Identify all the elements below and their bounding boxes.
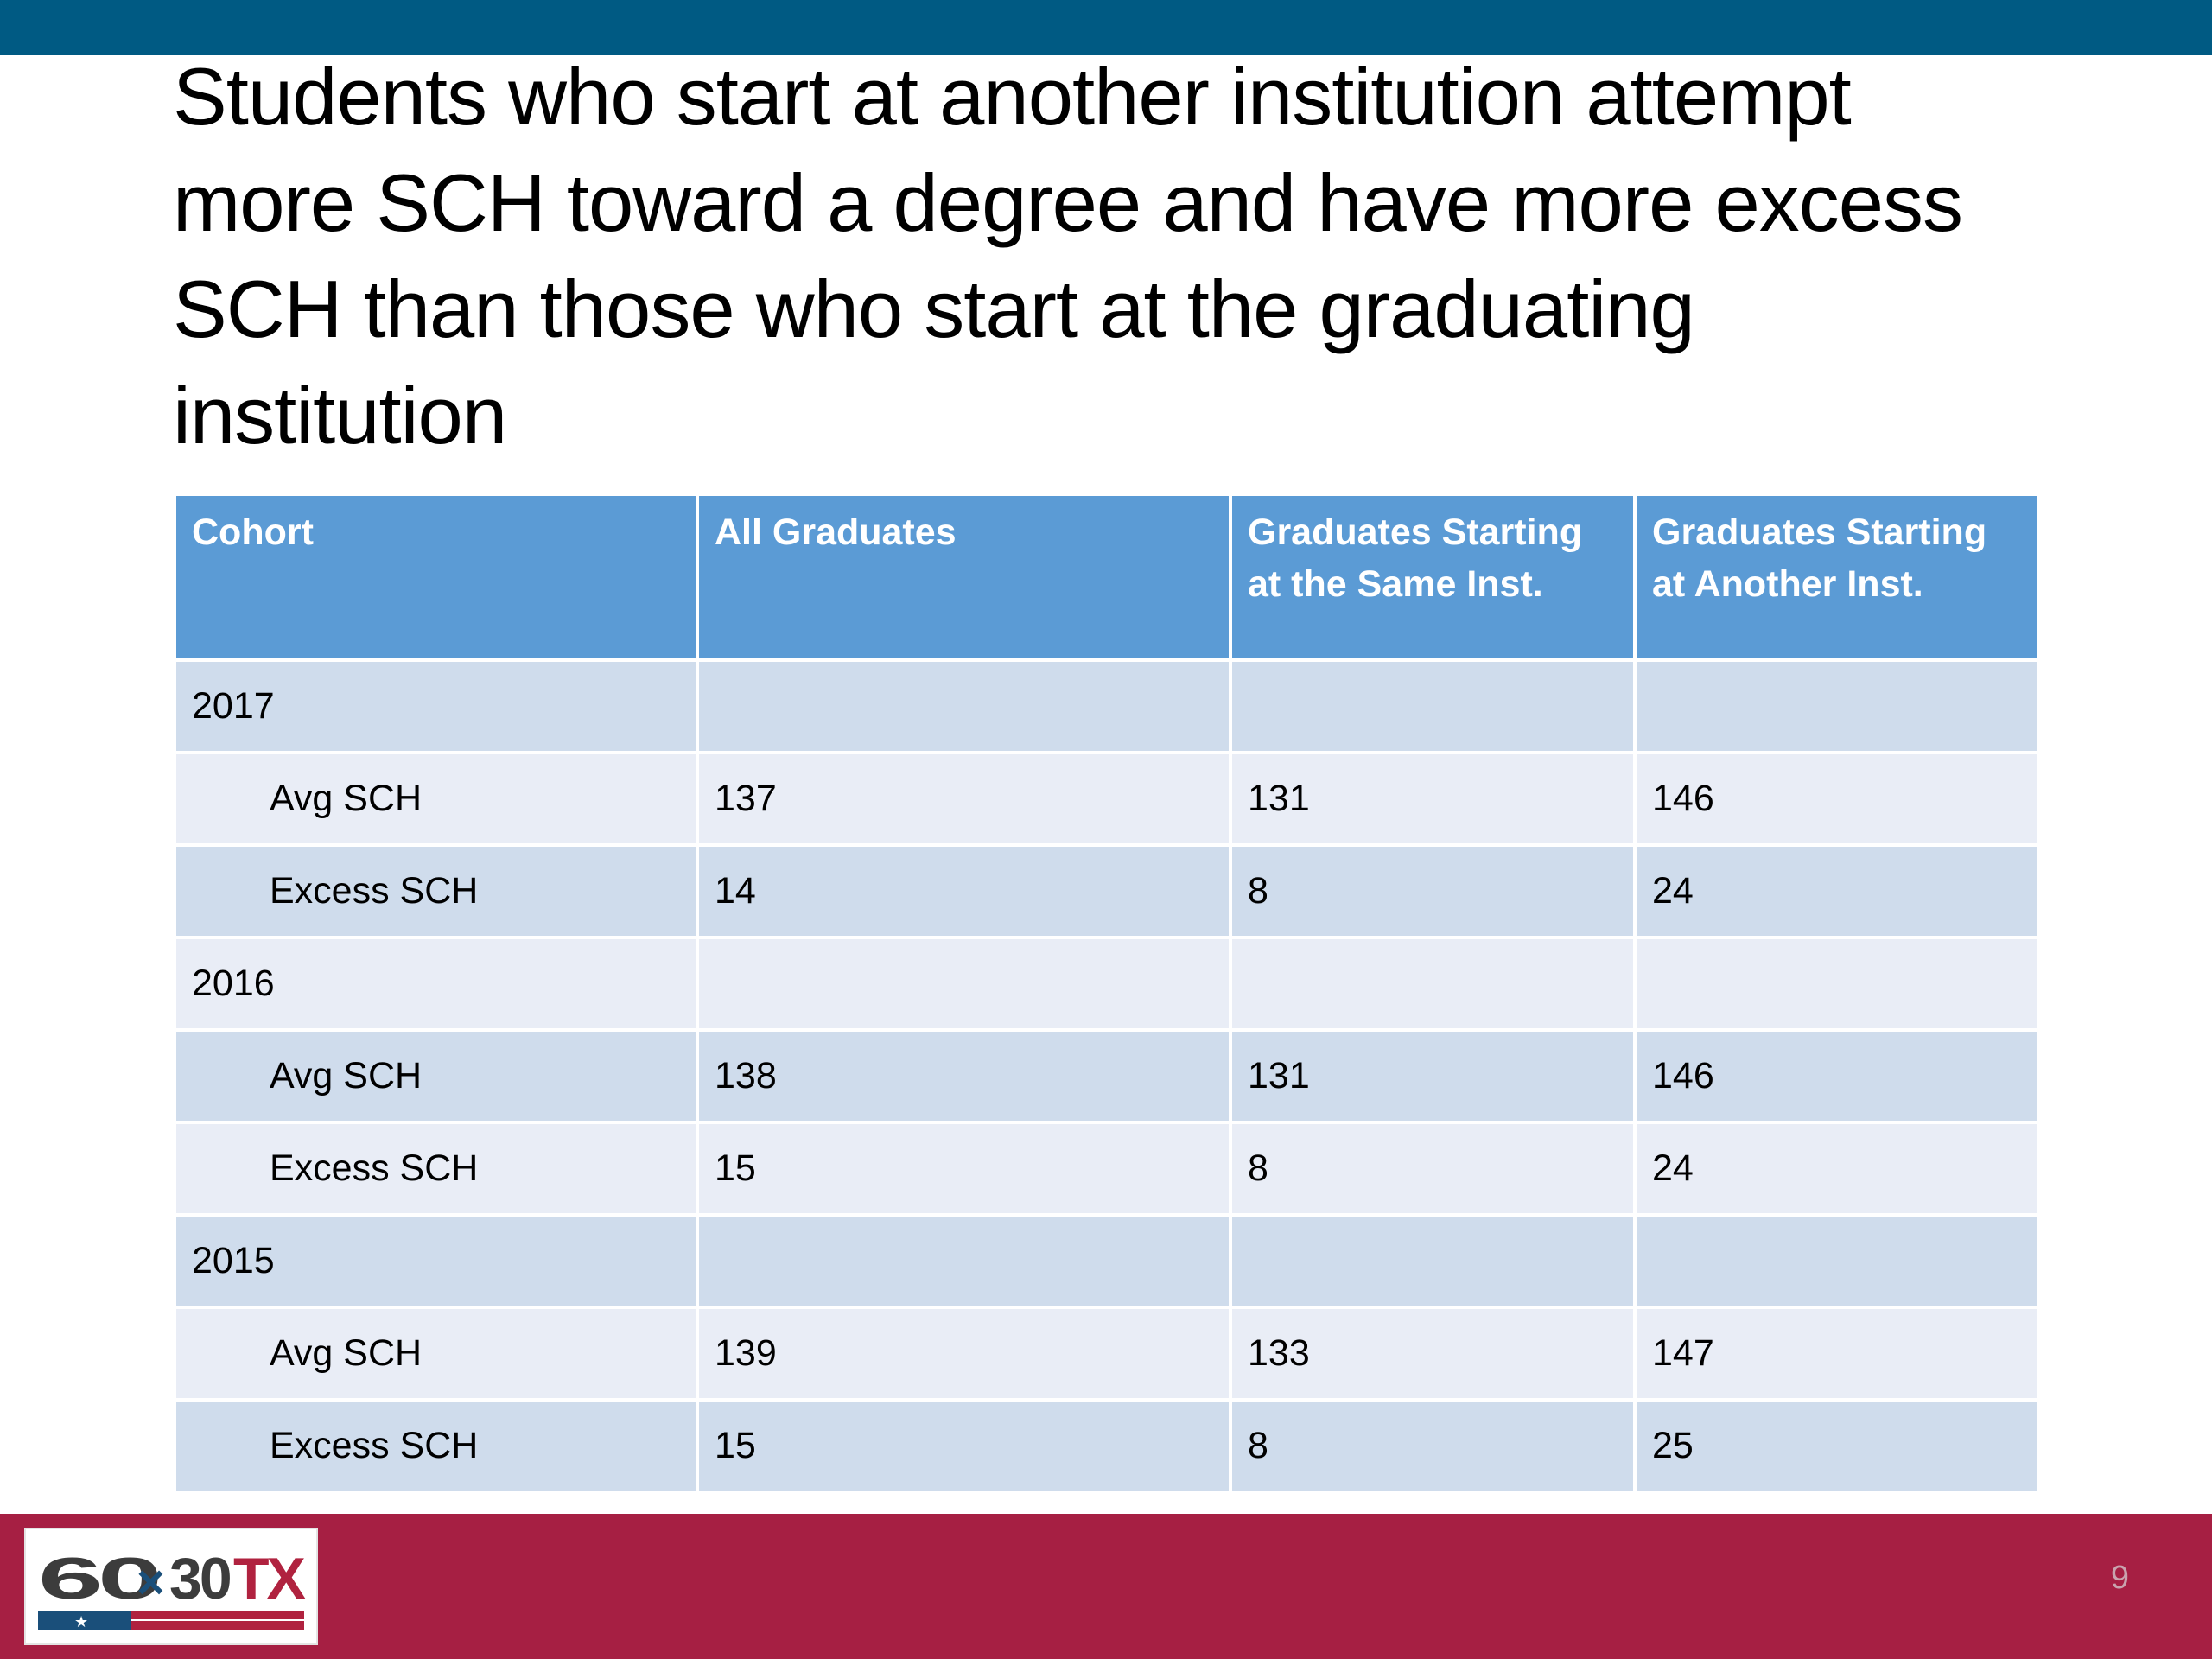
footer-bar bbox=[0, 1514, 2212, 1659]
value-cell bbox=[1633, 936, 2041, 1032]
page-number: 9 bbox=[2110, 1560, 2129, 1596]
header-cohort: Cohort bbox=[173, 493, 699, 662]
60x30tx-logo: 60 × 30 TX ★ bbox=[24, 1528, 318, 1645]
svg-text:TX: TX bbox=[233, 1546, 306, 1611]
svg-text:60: 60 bbox=[38, 1546, 159, 1611]
metric-cell: Excess SCH bbox=[173, 843, 699, 939]
metric-cell: Excess SCH bbox=[173, 1398, 699, 1494]
table-row: Excess SCH 15 8 24 bbox=[173, 1121, 2041, 1217]
value-cell: 14 bbox=[696, 843, 1232, 939]
slide-title: Students who start at another institutio… bbox=[173, 51, 1963, 461]
table-row: 2016 bbox=[173, 936, 2041, 1032]
value-cell: 131 bbox=[1229, 751, 1637, 847]
data-table: Cohort All Graduates Graduates Starting … bbox=[173, 493, 2041, 1494]
svg-text:30: 30 bbox=[169, 1546, 231, 1611]
value-cell: 8 bbox=[1229, 1398, 1637, 1494]
svg-text:×: × bbox=[137, 1554, 165, 1609]
value-cell: 15 bbox=[696, 1398, 1232, 1494]
value-cell: 147 bbox=[1633, 1306, 2041, 1402]
table-row: Avg SCH 139 133 147 bbox=[173, 1306, 2041, 1402]
table-row: 2015 bbox=[173, 1213, 2041, 1309]
value-cell: 138 bbox=[696, 1028, 1232, 1124]
value-cell: 133 bbox=[1229, 1306, 1637, 1402]
cohort-cell: 2017 bbox=[173, 658, 699, 754]
value-cell: 15 bbox=[696, 1121, 1232, 1217]
metric-cell: Avg SCH bbox=[173, 1306, 699, 1402]
header-same-inst: Graduates Starting at the Same Inst. bbox=[1229, 493, 1637, 662]
value-cell: 24 bbox=[1633, 843, 2041, 939]
metric-cell: Excess SCH bbox=[173, 1121, 699, 1217]
value-cell: 24 bbox=[1633, 1121, 2041, 1217]
cohort-cell: 2016 bbox=[173, 936, 699, 1032]
table-header-row: Cohort All Graduates Graduates Starting … bbox=[173, 493, 2041, 662]
value-cell: 146 bbox=[1633, 751, 2041, 847]
svg-text:★: ★ bbox=[74, 1613, 88, 1631]
value-cell bbox=[696, 658, 1232, 754]
top-bar bbox=[0, 0, 2212, 55]
value-cell bbox=[1229, 1213, 1637, 1309]
table-row: Avg SCH 137 131 146 bbox=[173, 751, 2041, 847]
value-cell: 137 bbox=[696, 751, 1232, 847]
value-cell bbox=[1229, 658, 1637, 754]
value-cell: 25 bbox=[1633, 1398, 2041, 1494]
metric-cell: Avg SCH bbox=[173, 1028, 699, 1124]
value-cell bbox=[1633, 658, 2041, 754]
value-cell: 8 bbox=[1229, 1121, 1637, 1217]
table-row: Excess SCH 15 8 25 bbox=[173, 1398, 2041, 1494]
value-cell: 131 bbox=[1229, 1028, 1637, 1124]
value-cell: 146 bbox=[1633, 1028, 2041, 1124]
metric-cell: Avg SCH bbox=[173, 751, 699, 847]
cohort-cell: 2015 bbox=[173, 1213, 699, 1309]
value-cell bbox=[1229, 936, 1637, 1032]
value-cell: 8 bbox=[1229, 843, 1637, 939]
value-cell bbox=[1633, 1213, 2041, 1309]
table-row: Avg SCH 138 131 146 bbox=[173, 1028, 2041, 1124]
value-cell bbox=[696, 936, 1232, 1032]
header-another-inst: Graduates Starting at Another Inst. bbox=[1633, 493, 2041, 662]
table-row: 2017 bbox=[173, 658, 2041, 754]
table-row: Excess SCH 14 8 24 bbox=[173, 843, 2041, 939]
value-cell bbox=[696, 1213, 1232, 1309]
header-all-graduates: All Graduates bbox=[696, 493, 1232, 662]
logo-graphic: 60 × 30 TX ★ bbox=[38, 1546, 308, 1631]
value-cell: 139 bbox=[696, 1306, 1232, 1402]
